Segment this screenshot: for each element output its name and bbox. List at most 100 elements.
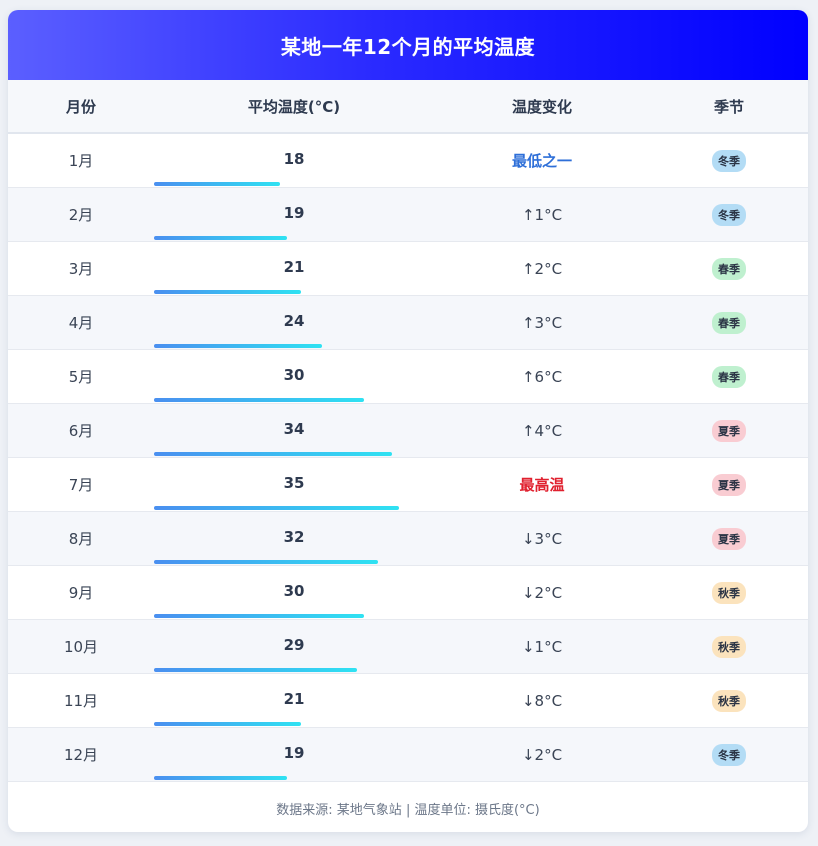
temp-cell: 32 xyxy=(154,511,434,566)
temp-value: 30 xyxy=(283,582,305,600)
change-cell: ↑4°C xyxy=(434,403,650,458)
month-cell: 11月 xyxy=(8,673,154,728)
month-cell: 8月 xyxy=(8,511,154,566)
season-badge: 春季 xyxy=(712,365,746,388)
temp-value: 19 xyxy=(283,744,305,762)
temp-value: 35 xyxy=(283,474,305,492)
month-cell: 2月 xyxy=(8,187,154,242)
temp-value: 30 xyxy=(283,366,305,384)
temp-cell: 30 xyxy=(154,349,434,404)
season-cell: 秋季 xyxy=(650,673,808,728)
temp-value: 32 xyxy=(283,528,305,546)
table-row: 10月 29 ↓1°C 秋季 xyxy=(8,619,808,674)
season-cell: 夏季 xyxy=(650,457,808,512)
temp-bar xyxy=(154,290,301,294)
season-badge: 秋季 xyxy=(712,689,746,712)
season-badge: 夏季 xyxy=(712,473,746,496)
temp-change: ↓2°C xyxy=(521,583,563,602)
season-cell: 夏季 xyxy=(650,403,808,458)
temp-bar xyxy=(154,614,364,618)
season-cell: 冬季 xyxy=(650,727,808,782)
temperature-table: 月份 平均温度(°C) 温度变化 季节 1月 18 最低之一 冬季 2月 19 ↑1°C 冬季… xyxy=(8,80,808,782)
season-cell: 春季 xyxy=(650,295,808,350)
month-cell: 6月 xyxy=(8,403,154,458)
table-row: 6月 34 ↑4°C 夏季 xyxy=(8,403,808,458)
temp-cell: 30 xyxy=(154,565,434,620)
temp-change: ↑2°C xyxy=(521,259,563,278)
table-header-row: 月份 平均温度(°C) 温度变化 季节 xyxy=(8,80,808,134)
temp-cell: 35 xyxy=(154,457,434,512)
temp-value: 19 xyxy=(283,204,305,222)
change-cell: ↓2°C xyxy=(434,565,650,620)
season-badge: 春季 xyxy=(712,311,746,334)
season-cell: 冬季 xyxy=(650,187,808,242)
temp-change: ↓8°C xyxy=(521,691,563,710)
change-cell: ↑3°C xyxy=(434,295,650,350)
table-row: 11月 21 ↓8°C 秋季 xyxy=(8,673,808,728)
month-cell: 3月 xyxy=(8,241,154,296)
data-source-footer: 数据来源: 某地气象站 | 温度单位: 摄氏度(°C) xyxy=(276,802,540,818)
temp-change: ↑6°C xyxy=(521,367,563,386)
change-cell: ↓1°C xyxy=(434,619,650,674)
temp-change: 最低之一 xyxy=(511,152,572,170)
season-cell: 春季 xyxy=(650,349,808,404)
change-cell: 最低之一 xyxy=(434,133,650,188)
temp-change: ↓3°C xyxy=(521,529,563,548)
temp-bar xyxy=(154,398,364,402)
season-badge: 冬季 xyxy=(712,743,746,766)
temp-bar xyxy=(154,344,322,348)
temp-value: 34 xyxy=(283,420,305,438)
season-badge: 夏季 xyxy=(712,419,746,442)
season-badge: 秋季 xyxy=(712,635,746,658)
temp-change: ↑1°C xyxy=(521,205,563,224)
change-cell: ↑6°C xyxy=(434,349,650,404)
season-badge: 冬季 xyxy=(712,203,746,226)
temp-cell: 34 xyxy=(154,403,434,458)
temp-bar xyxy=(154,776,287,780)
change-cell: ↑1°C xyxy=(434,187,650,242)
temp-bar xyxy=(154,560,378,564)
season-badge: 夏季 xyxy=(712,527,746,550)
change-cell: ↓2°C xyxy=(434,727,650,782)
table-row: 7月 35 最高温 夏季 xyxy=(8,457,808,512)
change-cell: ↑2°C xyxy=(434,241,650,296)
season-badge: 秋季 xyxy=(712,581,746,604)
temp-cell: 21 xyxy=(154,241,434,296)
season-cell: 冬季 xyxy=(650,133,808,188)
table-row: 9月 30 ↓2°C 秋季 xyxy=(8,565,808,620)
temp-cell: 19 xyxy=(154,727,434,782)
month-cell: 4月 xyxy=(8,295,154,350)
season-cell: 春季 xyxy=(650,241,808,296)
season-cell: 夏季 xyxy=(650,511,808,566)
temp-value: 21 xyxy=(283,690,305,708)
temp-bar xyxy=(154,506,399,510)
change-cell: ↓3°C xyxy=(434,511,650,566)
table-row: 4月 24 ↑3°C 春季 xyxy=(8,295,808,350)
chart-title: 某地一年12个月的平均温度 xyxy=(8,10,808,80)
temp-bar xyxy=(154,722,301,726)
temp-value: 29 xyxy=(283,636,305,654)
table-row: 8月 32 ↓3°C 夏季 xyxy=(8,511,808,566)
season-cell: 秋季 xyxy=(650,565,808,620)
table-row: 2月 19 ↑1°C 冬季 xyxy=(8,187,808,242)
table-row: 12月 19 ↓2°C 冬季 xyxy=(8,727,808,782)
month-cell: 12月 xyxy=(8,727,154,782)
change-cell: 最高温 xyxy=(434,457,650,512)
header-season: 季节 xyxy=(650,80,808,134)
header-temp: 平均温度(°C) xyxy=(154,80,434,134)
temp-change: ↑3°C xyxy=(521,313,563,332)
table-row: 1月 18 最低之一 冬季 xyxy=(8,133,808,188)
month-cell: 9月 xyxy=(8,565,154,620)
season-cell: 秋季 xyxy=(650,619,808,674)
temp-value: 21 xyxy=(283,258,305,276)
temp-bar xyxy=(154,236,287,240)
month-cell: 5月 xyxy=(8,349,154,404)
temp-cell: 24 xyxy=(154,295,434,350)
month-cell: 1月 xyxy=(8,133,154,188)
temperature-card: 某地一年12个月的平均温度 月份 平均温度(°C) 温度变化 季节 1月 18 最低… xyxy=(8,10,808,832)
temp-bar xyxy=(154,452,392,456)
temp-cell: 19 xyxy=(154,187,434,242)
temp-value: 18 xyxy=(283,150,305,168)
temp-bar xyxy=(154,182,280,186)
temp-change: 最高温 xyxy=(519,476,565,494)
